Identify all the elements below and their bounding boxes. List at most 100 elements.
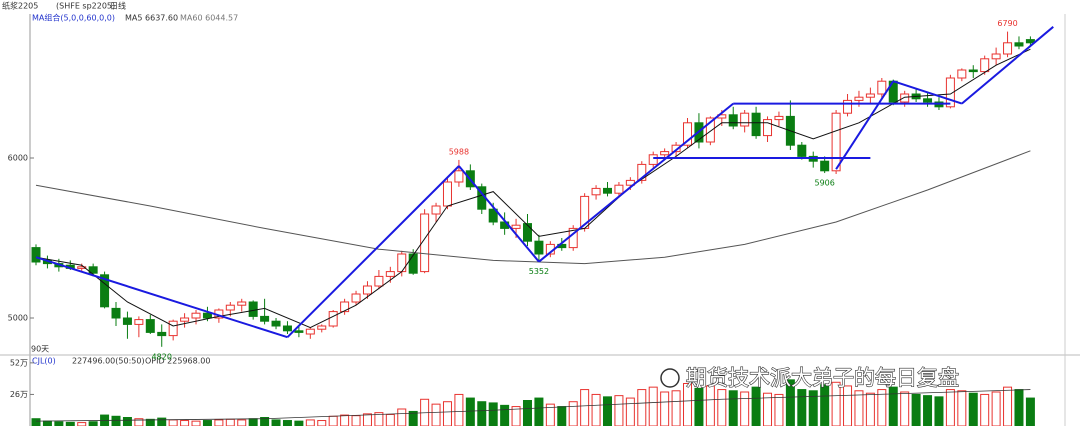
days: 90天: [31, 345, 49, 354]
volume-bar: [683, 383, 693, 426]
candle-body: [957, 69, 967, 79]
volume-bar: [202, 420, 212, 426]
volume-bar: [751, 386, 761, 426]
volume-bar: [568, 401, 578, 426]
ma60-line: [35, 150, 1031, 265]
candle-body: [111, 307, 121, 319]
candle-body: [774, 115, 784, 121]
candle-body: [831, 112, 841, 172]
volume-bar: [294, 420, 304, 426]
candle-body: [351, 293, 361, 303]
trend-line: [961, 26, 1054, 105]
volume-bar: [111, 415, 121, 426]
volume-bar: [431, 403, 441, 426]
price-annotation: 4820: [152, 352, 172, 361]
volume-bar: [660, 391, 670, 426]
candle-body: [122, 317, 132, 325]
volume-bar: [237, 419, 247, 426]
candle-body: [511, 224, 521, 229]
candle-body: [237, 301, 247, 306]
candle-body: [991, 53, 1001, 60]
volume-bar: [157, 417, 167, 426]
candle-body: [637, 163, 647, 181]
candle-body: [305, 328, 315, 335]
volume-bar: [614, 395, 624, 426]
candle-body: [522, 223, 532, 242]
ma5-line: [35, 48, 1031, 329]
volume-bar: [1003, 386, 1013, 426]
trend-line: [892, 80, 963, 105]
volume-bar: [134, 418, 144, 426]
vol-value: 227496.00(50:50): [72, 357, 145, 366]
candle-body: [740, 112, 750, 127]
ma5-value: MA5 6637.60: [125, 14, 178, 23]
volume-bar: [328, 415, 338, 426]
volume-bar: [88, 421, 98, 426]
volume-bar: [603, 396, 612, 426]
volume-bar: [31, 418, 41, 426]
volume-bar: [580, 389, 590, 426]
candle-body: [362, 285, 372, 295]
volume-bar: [65, 421, 75, 426]
candle-body: [248, 301, 258, 317]
volume-bar: [260, 417, 270, 426]
candle-body: [923, 98, 933, 103]
candle-body: [180, 317, 190, 322]
volume-bar: [888, 386, 898, 426]
ma-title: MA组合(5,0,0,60,0,0): [32, 13, 115, 23]
candle-body: [328, 311, 338, 327]
candle-body: [168, 320, 178, 337]
volume-bar: [465, 397, 475, 426]
candle-body: [843, 99, 853, 114]
candle-body: [385, 271, 395, 277]
candle-body: [134, 319, 144, 325]
candle-body: [820, 160, 830, 172]
candle-body: [397, 253, 407, 273]
candle-body: [534, 240, 544, 255]
volume-bar: [980, 393, 990, 426]
candle-body: [317, 325, 327, 330]
volume-bar: [122, 417, 132, 426]
candle-body: [945, 77, 955, 108]
candle-body: [442, 181, 452, 207]
volume-bar: [397, 408, 407, 426]
volume-bar: [957, 390, 967, 426]
volume-bar: [488, 402, 498, 426]
volume-bar: [820, 384, 830, 426]
volume-bar: [991, 391, 1001, 426]
symbol: 纸浆2205: [2, 1, 38, 11]
volume-bar: [534, 397, 544, 426]
candle-body: [603, 187, 612, 194]
candle-body: [763, 119, 773, 137]
candle-body: [145, 319, 155, 333]
candle-body: [340, 301, 350, 313]
volume-bar: [511, 406, 521, 426]
candle-body: [683, 122, 693, 146]
volume-bar: [877, 389, 887, 426]
volume-bar: [671, 390, 681, 426]
candle-body: [1025, 39, 1035, 44]
candle-body: [77, 266, 87, 269]
watermark-icon: [660, 368, 680, 388]
volume-bar: [271, 419, 281, 426]
trend-line: [538, 102, 734, 263]
volume-bar: [500, 404, 510, 426]
volume-bar: [305, 419, 315, 426]
vol-tick-label: 52万: [10, 358, 28, 367]
candle-body: [408, 253, 418, 274]
candle-body: [797, 144, 807, 157]
trend-line: [35, 256, 288, 339]
volume-bar: [591, 393, 601, 426]
volume-bar: [694, 387, 704, 426]
price-annotation: 5988: [449, 147, 469, 156]
volume-bar: [248, 418, 258, 426]
volume-bar: [763, 392, 773, 426]
volume-bar: [785, 379, 795, 426]
volume-bar: [911, 393, 921, 426]
volume-bar: [934, 396, 944, 426]
candle-body: [705, 117, 715, 143]
candle-body: [100, 274, 110, 308]
volume-bar: [1014, 389, 1024, 426]
volume-bar: [42, 420, 52, 426]
